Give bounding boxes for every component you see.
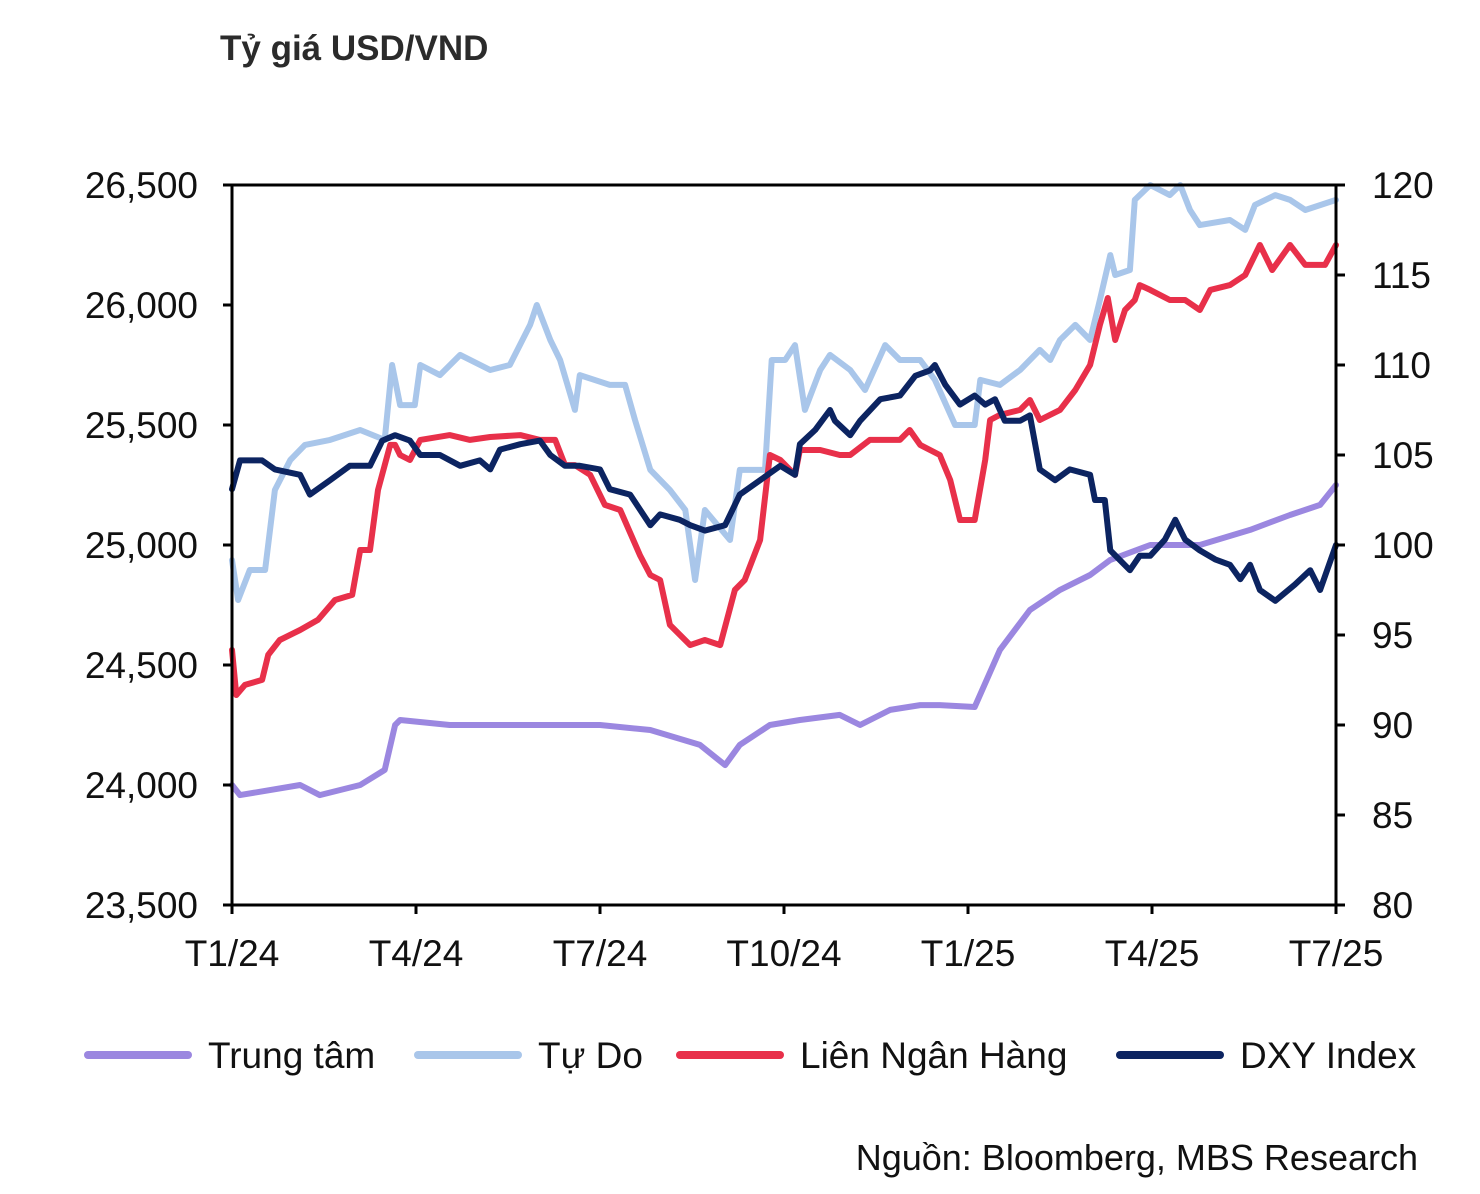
right-tick-label: 95 xyxy=(1372,615,1413,656)
x-tick-label: T7/24 xyxy=(553,933,648,974)
left-tick-label: 23,500 xyxy=(85,885,198,926)
series-line-trung-tâm xyxy=(229,482,1339,799)
left-tick-label: 26,500 xyxy=(85,165,198,206)
axis-ticks: 23,500 24,000 24,500 25,000 25,500 26,000 26,5… xyxy=(85,165,1434,974)
series-lines xyxy=(229,182,1339,799)
right-tick-label: 100 xyxy=(1372,525,1434,566)
chart-title: Tỷ giá USD/VND xyxy=(220,29,488,68)
left-tick-label: 25,500 xyxy=(85,405,198,446)
x-tick-label: T1/24 xyxy=(185,933,280,974)
left-tick-label: 24,000 xyxy=(85,765,198,806)
left-tick-label: 26,000 xyxy=(85,285,198,326)
x-tick-label: T4/24 xyxy=(369,933,464,974)
series-line-dxy-index xyxy=(229,362,1339,604)
legend-label: Tự Do xyxy=(538,1035,643,1076)
x-tick-label: T10/24 xyxy=(726,933,841,974)
right-tick-label: 110 xyxy=(1372,345,1431,386)
right-tick-label: 85 xyxy=(1372,795,1413,836)
right-tick-label: 80 xyxy=(1372,885,1413,926)
right-tick-label: 105 xyxy=(1372,435,1434,476)
right-tick-label: 90 xyxy=(1372,705,1413,746)
x-tick-label: T4/25 xyxy=(1105,933,1200,974)
right-tick-label: 115 xyxy=(1372,255,1431,296)
left-tick-label: 25,000 xyxy=(85,525,198,566)
x-tick-label: T7/25 xyxy=(1289,933,1384,974)
legend: Trung tâm Tự Do Liên Ngân Hàng DXY Index xyxy=(84,1035,1417,1076)
left-tick-label: 24,500 xyxy=(85,645,198,686)
legend-label: Trung tâm xyxy=(208,1035,375,1076)
x-tick-label: T1/25 xyxy=(921,933,1016,974)
series-line-tự-do xyxy=(229,182,1339,603)
legend-label: DXY Index xyxy=(1240,1035,1417,1076)
legend-label: Liên Ngân Hàng xyxy=(800,1035,1067,1076)
source-note: Nguồn: Bloomberg, MBS Research xyxy=(856,1137,1418,1178)
right-tick-label: 120 xyxy=(1372,165,1434,206)
